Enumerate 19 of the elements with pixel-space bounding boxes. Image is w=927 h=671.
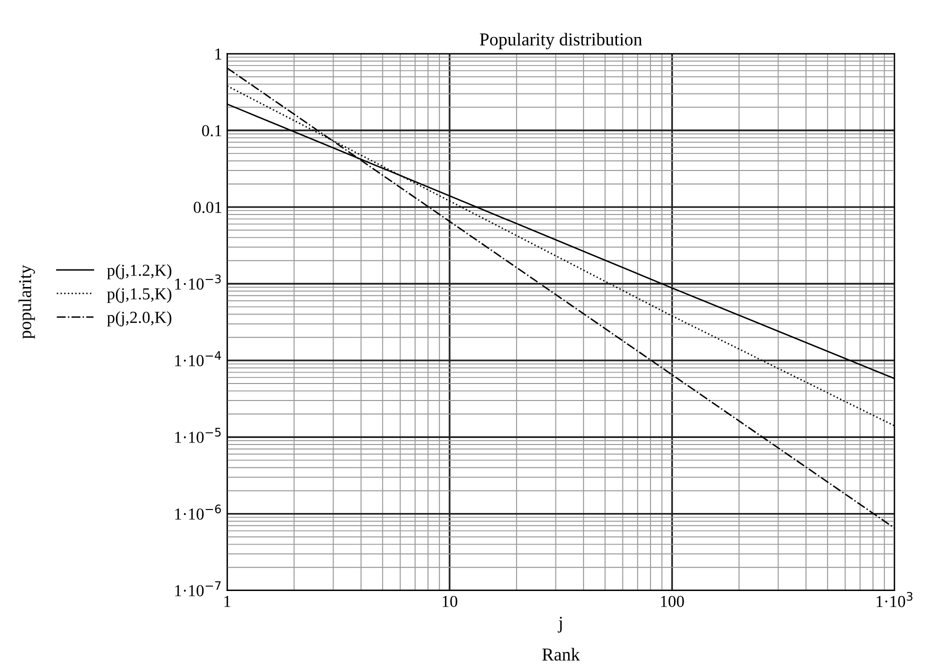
x-tick-label: 10 (442, 596, 458, 608)
x-tick-label: 100 (661, 596, 684, 608)
legend-label: p(j,2.0,K) (107, 311, 172, 326)
x-axis-title: j (558, 616, 562, 633)
y-tick-label: 1 (215, 48, 222, 60)
y-tick-label: 1·10$^{−7}$ (175, 581, 221, 596)
x-tick-label: 1·10$^{3}$ (876, 592, 912, 608)
y-tick-label: 1·10$^{−3}$ (175, 274, 221, 290)
y-tick-label: 0.01 (194, 202, 222, 214)
legend-label: p(j,1.5,K) (107, 288, 172, 303)
legend-label: p(j,1.2,K) (107, 264, 172, 280)
text: Rank (542, 648, 580, 661)
text: popularity (18, 264, 35, 339)
y-tick-label: 1·10$^{−5}$ (175, 428, 221, 443)
y-tick-label: 1·10$^{−4}$ (175, 351, 222, 366)
x-tick-label: 1 (224, 596, 230, 607)
chart-title: Popularity distribution (480, 32, 642, 50)
y-tick-label: 0.1 (202, 125, 222, 136)
y-tick-label: 1·10$^{−6}$ (175, 504, 221, 520)
